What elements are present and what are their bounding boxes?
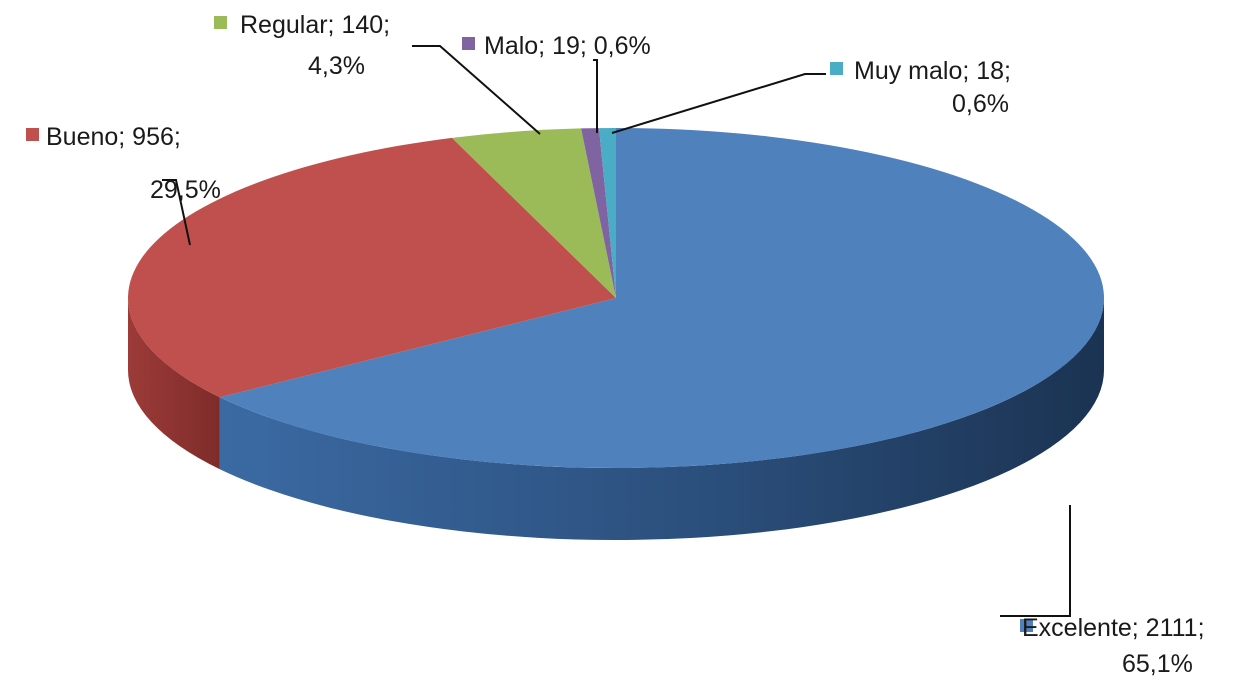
- data-label-bueno-line2: 29,5%: [150, 176, 221, 204]
- pie-top-faces: [127, 128, 1104, 468]
- pie-slice-regular: [451, 128, 616, 298]
- label-marker-regular: [214, 16, 227, 29]
- data-label-malo-line1: Malo; 19; 0,6%: [484, 32, 651, 60]
- data-label-muy-malo-line1: Muy malo; 18;: [854, 57, 1011, 85]
- data-label-regular-line1: Regular; 140;: [240, 11, 390, 39]
- leader-line-regular: [412, 45, 541, 135]
- label-marker-muy-malo: [830, 62, 843, 75]
- leader-line-excelente: [1000, 505, 1071, 617]
- leader-line-malo: [593, 59, 598, 133]
- label-marker-malo: [462, 37, 475, 50]
- data-label-bueno-line1: Bueno; 956;: [46, 123, 181, 151]
- leader-line-muy-malo: [611, 73, 826, 134]
- data-labels: Excelente; 2111; 65,1% Bueno; 956; 29,5% Reg…: [26, 11, 1205, 678]
- pie-slice-muy-malo: [598, 128, 616, 298]
- data-label-excelente-line2: 65,1%: [1122, 650, 1193, 678]
- data-label-regular-line2: 4,3%: [308, 52, 365, 80]
- data-label-muy-malo-line2: 0,6%: [952, 90, 1009, 118]
- label-marker-excelente: [1020, 619, 1033, 632]
- label-marker-bueno: [26, 128, 39, 141]
- pie-side-walls: [128, 298, 1104, 540]
- pie-slice-excelente: [219, 128, 1104, 468]
- leader-lines: [162, 45, 1071, 617]
- pie-side-bueno: [128, 298, 220, 470]
- pie-slice-malo: [581, 128, 616, 298]
- pie-slice-bueno: [127, 137, 616, 398]
- pie-side-excelente: [219, 298, 1104, 540]
- data-label-excelente-line1: Excelente; 2111;: [1022, 614, 1205, 642]
- leader-line-bueno: [162, 179, 191, 246]
